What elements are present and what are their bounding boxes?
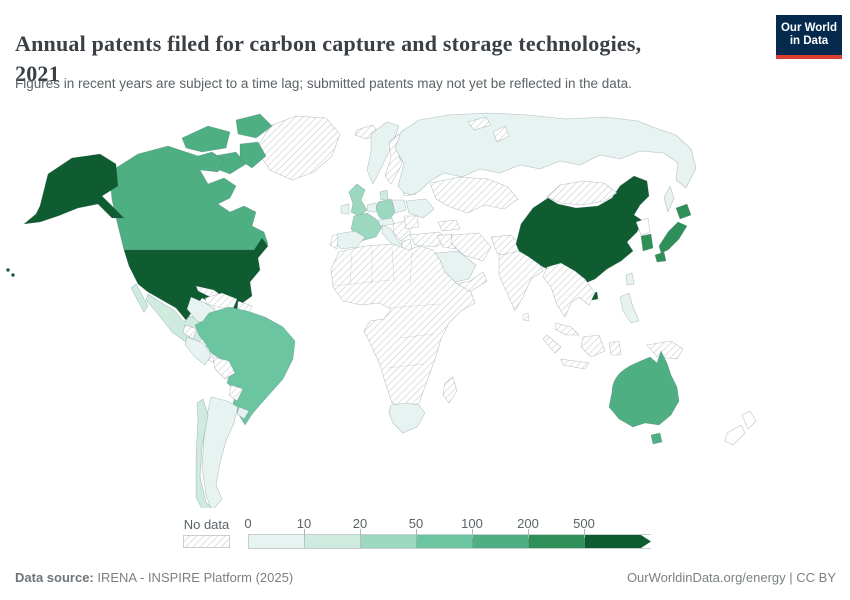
legend-ticks: 0 10 20 50 100 200 500 (244, 516, 658, 538)
data-source: Data source: IRENA - INSPIRE Platform (2… (15, 570, 293, 585)
africa-inner-borders (332, 247, 441, 369)
country-sakhalin[interactable] (663, 185, 675, 213)
country-new-zealand-south[interactable] (724, 424, 746, 446)
subtitle: Figures in recent years are subject to a… (15, 76, 632, 91)
country-japan-hokkaido[interactable] (675, 203, 692, 220)
country-norway[interactable] (366, 121, 400, 185)
country-canada-islands-b[interactable] (235, 113, 273, 139)
country-south-korea[interactable] (640, 233, 654, 252)
country-south-africa[interactable] (388, 402, 426, 434)
legend-tick-label-200: 200 (517, 516, 539, 531)
legend-tick-label-50: 50 (408, 516, 424, 531)
owid-logo[interactable]: Our World in Data (776, 15, 842, 59)
country-benelux[interactable] (366, 202, 378, 213)
country-java[interactable] (560, 358, 590, 370)
country-africa[interactable] (330, 243, 476, 408)
country-tasmania[interactable] (650, 432, 663, 445)
page-title: Annual patents filed for carbon capture … (15, 29, 755, 89)
country-hawaii-dot2[interactable] (11, 273, 15, 277)
country-taiwan[interactable] (625, 272, 635, 286)
country-indochina[interactable] (542, 262, 596, 318)
country-alpine[interactable] (377, 217, 395, 227)
credit-link[interactable]: OurWorldinData.org/energy | CC BY (626, 570, 836, 585)
legend-tick-mark (304, 529, 305, 538)
country-sulawesi[interactable] (608, 340, 622, 356)
country-borneo[interactable] (580, 334, 606, 358)
logo-line-1: Our World (780, 21, 837, 34)
legend-tick-mark (416, 529, 417, 538)
legend-bar (248, 534, 651, 549)
country-japan-kyushu[interactable] (654, 251, 667, 263)
country-poland[interactable] (391, 199, 407, 214)
country-russia[interactable] (394, 112, 697, 196)
legend-tick-mark (472, 529, 473, 538)
country-denmark[interactable] (379, 189, 389, 201)
legend-bin-10-20[interactable] (305, 535, 361, 548)
country-caucasus[interactable] (437, 219, 461, 232)
legend-color-bar: 0 10 20 50 100 200 500 (244, 516, 658, 549)
legend-tick-mark (584, 529, 585, 538)
legend-tick-label-100: 100 (461, 516, 483, 531)
country-malaysia[interactable] (554, 322, 580, 336)
legend-tick-label-0: 0 (244, 516, 252, 531)
country-novaya-zemlya[interactable] (492, 125, 510, 143)
country-greenland[interactable] (255, 115, 341, 181)
country-iran[interactable] (450, 232, 492, 262)
country-bolivia[interactable] (212, 356, 236, 380)
country-romania[interactable] (403, 215, 420, 230)
country-united-kingdom[interactable] (348, 183, 368, 217)
legend-tick-mark (360, 529, 361, 538)
country-paraguay[interactable] (228, 384, 244, 402)
world-map (6, 112, 757, 508)
country-philippines[interactable] (619, 292, 640, 324)
country-argentina[interactable] (201, 396, 239, 508)
data-source-value: IRENA - INSPIRE Platform (2025) (97, 570, 294, 585)
country-central-asia[interactable] (429, 176, 519, 214)
country-canada-islands-a[interactable] (181, 125, 231, 153)
title-line-2: 2021 (15, 60, 60, 86)
footer: Data source: IRENA - INSPIRE Platform (2… (15, 570, 836, 585)
country-ecuador[interactable] (182, 324, 198, 340)
data-source-label: Data source: (15, 570, 94, 585)
country-baja[interactable] (130, 283, 149, 313)
country-new-zealand-north[interactable] (741, 410, 757, 430)
country-svalbard[interactable] (467, 116, 492, 131)
country-portugal[interactable] (329, 234, 339, 250)
country-peru[interactable] (184, 336, 212, 366)
legend-bin-0-10[interactable] (249, 535, 305, 548)
legend-bin-500+[interactable] (585, 535, 651, 548)
country-north-korea[interactable] (635, 217, 651, 236)
legend-bin-20-50[interactable] (361, 535, 417, 548)
legend-bin-200-500[interactable] (529, 535, 585, 548)
no-data-label: No data (183, 517, 230, 532)
country-sri-lanka[interactable] (522, 312, 530, 322)
country-canada-baffin[interactable] (239, 141, 267, 169)
legend-tick-label-500: 500 (573, 516, 595, 531)
country-alaska[interactable] (23, 153, 125, 225)
no-data-swatch[interactable] (183, 535, 230, 548)
country-mongolia[interactable] (546, 180, 618, 206)
title-line-1: Annual patents filed for carbon capture … (15, 30, 642, 56)
logo-line-2: in Data (789, 35, 829, 47)
legend-bin-50-100[interactable] (417, 535, 473, 548)
country-japan-honshu[interactable] (658, 221, 688, 254)
legend-tick-label-10: 10 (296, 516, 312, 531)
legend-tick-mark (528, 529, 529, 538)
country-uruguay[interactable] (236, 406, 250, 420)
country-chile[interactable] (195, 398, 214, 508)
legend-bin-100-200[interactable] (473, 535, 529, 548)
legend-tick-label-20: 20 (352, 516, 368, 531)
country-sumatra[interactable] (542, 334, 562, 354)
legend-no-data: No data (183, 517, 230, 548)
country-ireland[interactable] (340, 203, 350, 215)
country-australia[interactable] (608, 350, 680, 428)
country-ukraine[interactable] (405, 198, 435, 219)
country-papua-new-guinea[interactable] (646, 340, 684, 360)
country-iraq-syria[interactable] (436, 233, 457, 250)
country-hawaii-dot1[interactable] (6, 268, 10, 272)
country-madagascar[interactable] (442, 376, 458, 404)
